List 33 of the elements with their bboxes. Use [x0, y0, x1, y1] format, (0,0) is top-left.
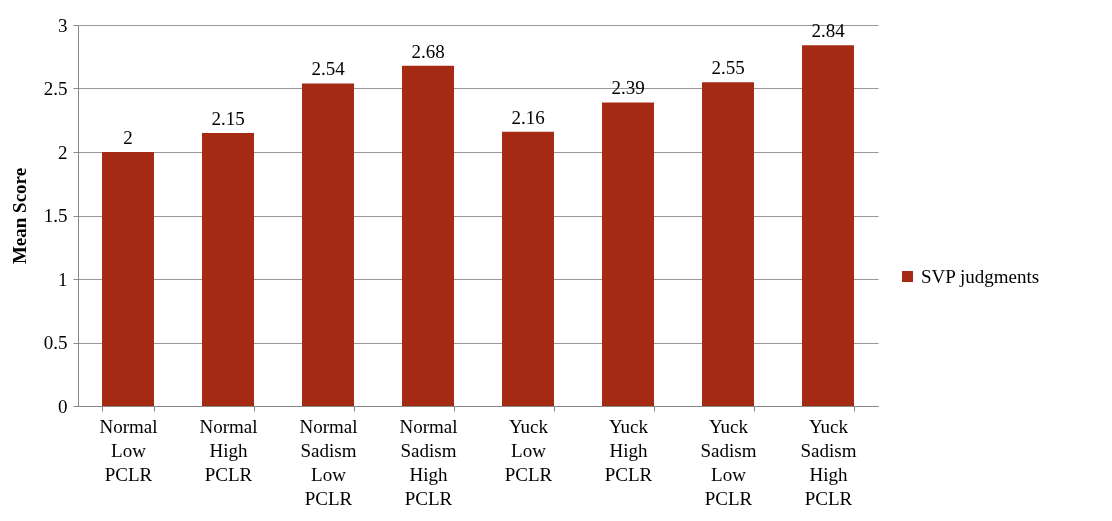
data-label: 2.54 [311, 58, 346, 80]
bar [402, 65, 454, 406]
y-tick-label: 1.5 [43, 205, 68, 226]
y-tick-label: 0 [58, 395, 68, 417]
y-tick-label: 3 [58, 14, 68, 36]
y-axis-title: Mean Score [8, 167, 30, 265]
bar [802, 45, 854, 406]
data-label: 2.68 [411, 40, 445, 62]
bar [102, 152, 154, 406]
data-label: 2.55 [711, 57, 745, 79]
bar [202, 132, 254, 406]
bar [502, 131, 554, 406]
y-tick-label: 0.5 [43, 332, 68, 353]
data-label: 2 [123, 127, 133, 148]
y-tick-label: 2 [58, 141, 68, 163]
x-tick-label: Normal Sadism Low PCLR [299, 415, 358, 509]
x-tick-label: Yuck High PCLR [604, 415, 653, 485]
bar [302, 83, 354, 406]
x-tick-label: Yuck Sadism Low PCLR [700, 415, 757, 509]
y-tick-label: 1 [58, 268, 68, 290]
legend-label: SVP judgments [921, 265, 1040, 287]
x-tick-label: Yuck Low PCLR [504, 415, 553, 485]
x-tick-label: Normal Low PCLR [99, 415, 158, 485]
x-tick-label: Normal High PCLR [199, 415, 258, 485]
x-tick-label: Yuck Sadism High PCLR [800, 415, 857, 509]
data-label: 2.15 [211, 107, 245, 129]
data-label: 2.84 [811, 20, 846, 42]
bar [702, 82, 754, 406]
data-label: 2.39 [611, 77, 645, 99]
y-tick-label: 2.5 [43, 78, 68, 99]
bar [602, 102, 654, 406]
x-tick-label: Normal Sadism High PCLR [399, 415, 458, 509]
data-label: 2.16 [511, 106, 545, 128]
